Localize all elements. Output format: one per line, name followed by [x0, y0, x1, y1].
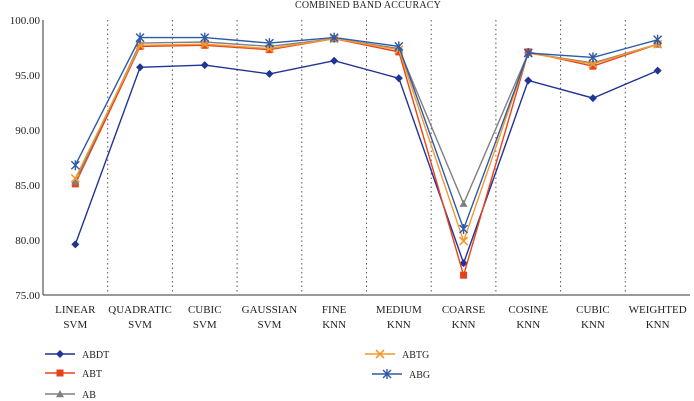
y-tick-label: 100.00: [10, 15, 41, 27]
data-point: [524, 76, 533, 85]
x-tick-label: KNN: [516, 319, 540, 331]
data-point: [394, 41, 404, 52]
x-tick-label: KNN: [646, 319, 670, 331]
series-abdt: [71, 56, 662, 268]
series-lines: [70, 32, 663, 279]
data-point: [458, 236, 469, 246]
x-tick-label: FINE: [322, 304, 347, 316]
data-point: [588, 59, 598, 69]
data-point: [136, 39, 145, 47]
legend-marker: [56, 390, 64, 398]
data-point: [70, 173, 80, 183]
series-abg: [70, 32, 663, 234]
legend-label: ABT: [82, 369, 102, 380]
data-point: [330, 56, 339, 65]
series-line: [74, 36, 658, 232]
data-point: [200, 32, 210, 43]
category-separators: [107, 20, 626, 295]
legend-item: AB: [45, 390, 96, 401]
legend-marker: [56, 350, 64, 358]
x-tick-label: WEIGHTED: [629, 304, 687, 316]
data-point: [200, 39, 210, 49]
chart-title: COMBINED BAND ACCURACY: [295, 0, 441, 11]
data-point: [459, 259, 468, 268]
x-tick-label: LINEAR: [55, 304, 96, 316]
data-point: [70, 160, 80, 171]
x-tick-label: SVM: [63, 319, 87, 331]
y-tick-label: 95.00: [15, 70, 40, 82]
data-point: [264, 38, 274, 49]
legend-item: ABDT: [45, 350, 109, 361]
legend-marker: [375, 349, 385, 359]
data-point: [460, 271, 468, 279]
data-point: [459, 224, 469, 234]
legend-item: ABTG: [365, 349, 429, 361]
data-point: [589, 62, 597, 70]
data-point: [588, 52, 598, 63]
data-point: [523, 48, 533, 58]
series-line: [74, 59, 658, 266]
x-tick-label: COARSE: [442, 304, 486, 316]
legend-label: AB: [82, 390, 96, 401]
legend-item: ABG: [372, 369, 430, 381]
x-tick-label: KNN: [322, 319, 346, 331]
y-tick-label: 75.00: [15, 290, 40, 302]
legend: ABDT ABT AB ABTG ABG: [45, 349, 430, 401]
data-point: [588, 94, 597, 103]
data-point: [71, 240, 80, 249]
legend-marker: [382, 369, 392, 379]
x-tick-label: COSINE: [508, 304, 548, 316]
data-point: [136, 63, 145, 72]
x-tick-label: SVM: [128, 319, 152, 331]
legend-marker: [56, 369, 64, 377]
series-line: [74, 37, 658, 244]
y-tick-label: 80.00: [15, 235, 40, 247]
series-abt: [71, 35, 662, 279]
data-point: [329, 32, 339, 43]
legend-label: ABTG: [402, 350, 429, 361]
y-tick-label: 85.00: [15, 180, 40, 192]
x-tick-label: GAUSSIAN: [242, 304, 298, 316]
data-point: [653, 66, 662, 75]
data-point: [200, 61, 209, 70]
x-tick-label: CUBIC: [188, 304, 222, 316]
x-tick-label: QUADRATIC: [108, 304, 172, 316]
x-tick-label: SVM: [258, 319, 282, 331]
data-point: [394, 74, 403, 83]
data-point: [265, 69, 274, 78]
x-tick-label: KNN: [452, 319, 476, 331]
data-point: [653, 34, 663, 45]
data-point: [135, 32, 145, 43]
x-tick-label: SVM: [193, 319, 217, 331]
axes: [42, 20, 690, 296]
legend-label: ABG: [409, 370, 430, 381]
x-tick-label: KNN: [581, 319, 605, 331]
data-point: [459, 199, 468, 207]
y-axis-ticks: 75.00 80.00 85.00 90.00 95.00 100.00: [10, 15, 41, 302]
x-tick-label: CUBIC: [576, 304, 610, 316]
data-point: [71, 177, 80, 185]
legend-item: ABT: [45, 369, 102, 380]
legend-label: ABDT: [82, 350, 109, 361]
data-point: [395, 48, 403, 56]
x-tick-label: MEDIUM: [376, 304, 422, 316]
y-tick-label: 90.00: [15, 125, 40, 137]
x-tick-label: KNN: [387, 319, 411, 331]
x-axis-categories: LINEAR SVM QUADRATIC SVM CUBIC SVM GAUSSIAN SVM…: [55, 304, 687, 331]
